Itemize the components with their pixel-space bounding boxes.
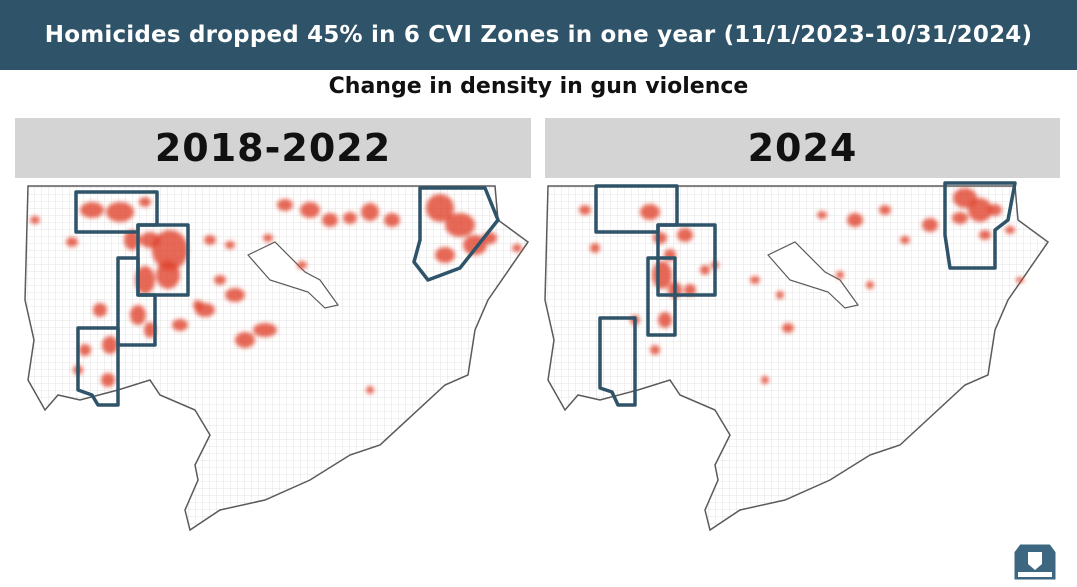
hotspot [79,344,91,356]
hotspot [445,213,475,237]
hotspot [66,237,78,247]
cvi-zone-east [412,186,500,282]
panel-label: 2018-2022 [154,126,392,170]
hotspot [130,305,146,325]
hotspot [426,194,454,222]
hotspot [866,281,874,289]
cvi-zone-west-central [656,223,717,297]
cvi-zone-southwest [598,316,637,407]
hotspot [782,323,794,333]
hotspot [684,284,696,296]
hotspot [700,265,710,275]
hotspot [952,212,968,224]
hotspot [677,228,693,242]
hotspot [817,211,827,219]
hotspot [847,213,863,227]
hotspot [640,204,660,220]
hotspot [1005,226,1015,234]
hotspot [366,386,374,394]
hotspot [102,336,118,354]
hotspot [101,373,115,387]
hotspot [139,197,151,207]
hotspot [300,202,320,218]
subtitle: Change in density in gun violence [328,74,749,99]
hotspot [253,323,277,337]
hotspot [922,218,938,232]
hotspot [225,288,245,302]
hotspot [761,376,769,384]
hotspot [900,236,910,244]
hotspot [750,276,760,284]
hotspot [193,300,203,310]
hotspot [124,230,140,250]
hotspot [435,247,455,263]
hotspot [204,235,216,245]
hotspot [235,332,255,348]
hotspot [93,303,107,317]
map-2018-2022 [24,185,530,532]
hotspot [214,275,226,285]
hotspot [650,345,660,355]
hotspot [297,261,307,269]
hotspot [579,205,591,215]
hotspot [979,230,991,240]
page-title: Homicides dropped 45% in 6 CVI Zones in … [44,22,1033,48]
hotspot [225,241,235,249]
hotspot [343,212,357,224]
hotspot [30,216,40,224]
cvi-zone-southwest [76,326,120,407]
cvi-zone-west [646,256,677,337]
hotspot [106,202,134,222]
hotspot [512,244,522,252]
hotspot [361,203,379,221]
cvi-zone-east [943,181,1017,270]
hotspot [590,243,600,253]
panel-header-2024: 2024 [545,118,1060,178]
city-boundary [24,185,530,532]
cvi-zone-outlines [594,181,1017,407]
hotspot [322,213,338,227]
hotspot [144,322,156,338]
hotspot [277,199,293,211]
hotspot [988,204,1002,216]
police-badge-icon [1013,543,1057,581]
hotspot [653,232,667,244]
title-banner: Homicides dropped 45% in 6 CVI Zones in … [0,0,1077,70]
hotspot [172,319,188,331]
hotspot [836,271,844,279]
hotspot [263,234,273,242]
city-airport-enclave [767,241,860,309]
city-airport-enclave [247,241,340,309]
cvi-zone-outlines [74,186,500,407]
hotspot-layer [30,194,522,394]
panel-header-2018-2022: 2018-2022 [15,118,531,178]
panel-label: 2024 [747,126,858,170]
hotspot [80,202,104,218]
hotspot [658,312,672,328]
hotspot [879,205,891,215]
hotspot [776,291,784,299]
hotspot [152,230,188,270]
map-2024 [544,181,1050,532]
hotspot [156,261,180,289]
hotspot [1016,277,1024,283]
hotspot [968,198,992,222]
hotspot [384,213,400,227]
hotspot [135,266,155,294]
city-boundary [544,185,1050,532]
hotspot [652,261,672,289]
